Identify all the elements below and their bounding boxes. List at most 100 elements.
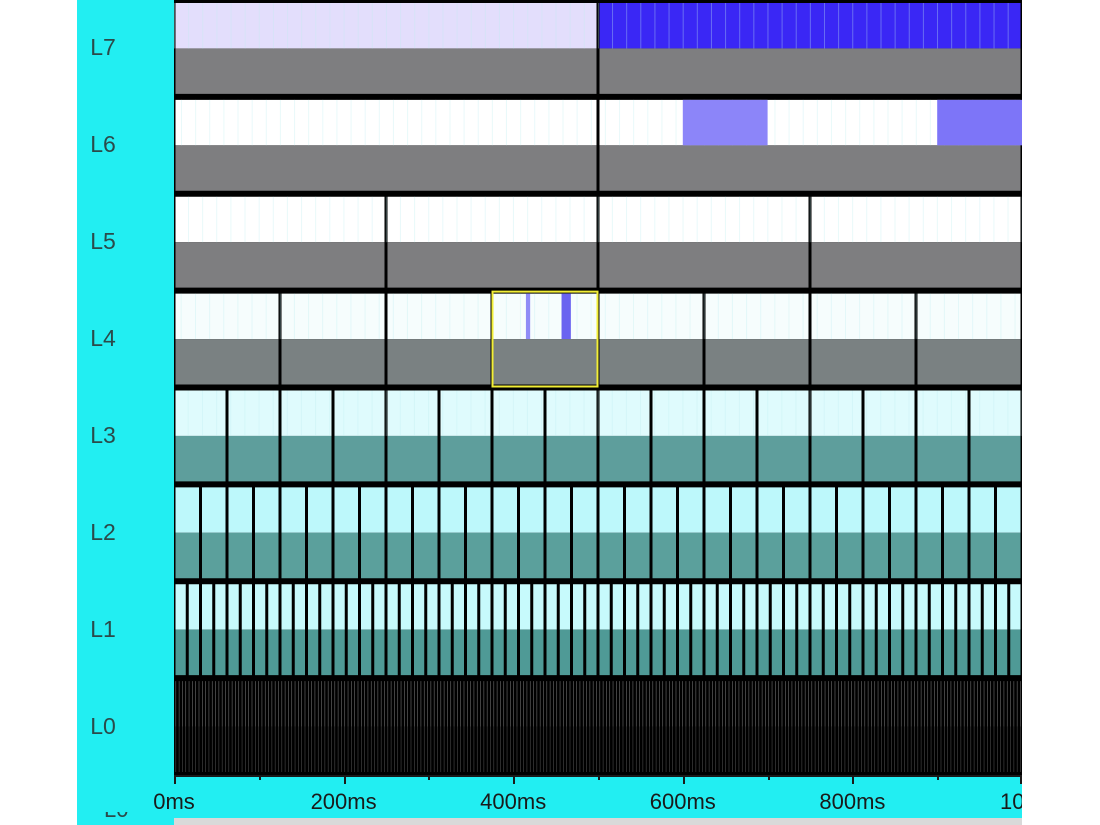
bin-upper[interactable] <box>758 487 783 533</box>
bin-upper[interactable] <box>546 584 557 630</box>
bin-upper[interactable] <box>278 681 279 727</box>
bin-upper[interactable] <box>215 681 216 727</box>
bin-upper[interactable] <box>447 681 448 727</box>
bin-upper[interactable] <box>579 681 581 727</box>
bin-lower[interactable] <box>218 726 220 772</box>
bin-lower[interactable] <box>679 532 703 579</box>
bin-lower[interactable] <box>765 726 766 772</box>
bin-upper[interactable] <box>761 681 763 727</box>
bin-upper[interactable] <box>493 681 495 727</box>
bin-upper[interactable] <box>377 681 379 727</box>
bin-lower[interactable] <box>937 726 938 772</box>
bin-upper[interactable] <box>573 584 584 630</box>
bin-upper[interactable] <box>341 681 342 727</box>
bin-upper[interactable] <box>317 681 319 727</box>
bin-upper[interactable] <box>529 681 531 727</box>
bin-lower[interactable] <box>374 629 385 676</box>
bin-lower[interactable] <box>344 726 346 772</box>
bin-upper[interactable] <box>430 681 432 727</box>
bin-lower[interactable] <box>811 532 836 579</box>
bin-lower[interactable] <box>957 629 968 676</box>
bin-upper[interactable] <box>298 681 299 727</box>
bin-upper[interactable] <box>281 584 292 630</box>
bin-lower[interactable] <box>953 726 955 772</box>
bin-lower[interactable] <box>748 726 750 772</box>
bin-upper[interactable] <box>175 3 597 49</box>
bin-upper[interactable] <box>314 681 316 727</box>
bin-lower[interactable] <box>268 629 279 676</box>
bin-upper[interactable] <box>546 390 597 436</box>
bin-upper[interactable] <box>970 390 1021 436</box>
bin-lower[interactable] <box>347 629 358 676</box>
bin-lower[interactable] <box>950 726 952 772</box>
bin-upper[interactable] <box>255 681 256 727</box>
bin-upper[interactable] <box>291 681 293 727</box>
bin-lower[interactable] <box>602 726 604 772</box>
bin-lower[interactable] <box>387 532 412 579</box>
bin-lower[interactable] <box>215 726 216 772</box>
bin-upper[interactable] <box>248 681 249 727</box>
bin-upper[interactable] <box>423 681 425 727</box>
bin-lower[interactable] <box>947 726 948 772</box>
bin-upper[interactable] <box>211 681 213 727</box>
bin-lower[interactable] <box>589 726 591 772</box>
bin-lower[interactable] <box>712 726 713 772</box>
bin-upper[interactable] <box>539 681 541 727</box>
bin-lower[interactable] <box>983 726 985 772</box>
bin-upper[interactable] <box>334 390 385 436</box>
bin-lower[interactable] <box>1006 726 1008 772</box>
bin-lower[interactable] <box>894 726 895 772</box>
bin-upper[interactable] <box>467 487 491 533</box>
bin-lower[interactable] <box>317 726 319 772</box>
bin-lower[interactable] <box>178 726 180 772</box>
bin-upper[interactable] <box>599 293 703 340</box>
bin-upper[interactable] <box>324 681 326 727</box>
bin-lower[interactable] <box>626 532 650 579</box>
bin-upper[interactable] <box>427 681 428 727</box>
bin-lower[interactable] <box>493 629 504 676</box>
bin-lower[interactable] <box>804 726 806 772</box>
bin-upper[interactable] <box>483 681 485 727</box>
bin-upper[interactable] <box>274 681 276 727</box>
bin-lower[interactable] <box>626 726 627 772</box>
bin-upper[interactable] <box>834 681 836 727</box>
bin-upper[interactable] <box>794 681 796 727</box>
bin-upper[interactable] <box>228 681 230 727</box>
bin-lower[interactable] <box>732 629 743 676</box>
bin-upper[interactable] <box>652 390 703 436</box>
bin-lower[interactable] <box>705 532 730 579</box>
bin-lower[interactable] <box>997 532 1021 579</box>
bin-lower[interactable] <box>622 726 624 772</box>
bin-lower[interactable] <box>997 726 998 772</box>
bin-upper[interactable] <box>652 487 677 533</box>
bin-upper[interactable] <box>718 681 720 727</box>
bin-upper[interactable] <box>861 681 862 727</box>
bin-upper[interactable] <box>857 681 859 727</box>
bin-upper[interactable] <box>589 681 591 727</box>
bin-upper[interactable] <box>374 681 375 727</box>
bin-lower[interactable] <box>311 726 312 772</box>
bin-upper[interactable] <box>970 584 981 630</box>
bin-lower[interactable] <box>758 629 769 676</box>
bin-upper[interactable] <box>503 681 505 727</box>
bin-lower[interactable] <box>669 726 670 772</box>
bin-lower[interactable] <box>891 532 915 579</box>
bin-upper[interactable] <box>559 681 561 727</box>
bin-upper[interactable] <box>785 487 809 533</box>
bin-lower[interactable] <box>500 726 501 772</box>
bin-upper[interactable] <box>533 681 534 727</box>
bin-upper[interactable] <box>718 584 729 630</box>
bin-lower[interactable] <box>980 726 982 772</box>
bin-upper[interactable] <box>679 584 690 630</box>
bin-lower[interactable] <box>831 726 832 772</box>
bin-upper[interactable] <box>639 584 650 630</box>
bin-upper[interactable] <box>400 681 402 727</box>
bin-lower[interactable] <box>692 629 703 676</box>
bin-upper[interactable] <box>536 681 538 727</box>
bin-lower[interactable] <box>794 726 796 772</box>
bin-upper[interactable] <box>175 584 186 630</box>
bin-upper[interactable] <box>725 681 726 727</box>
bin-upper[interactable] <box>255 487 279 533</box>
bin-lower[interactable] <box>940 726 942 772</box>
bin-upper[interactable] <box>655 681 657 727</box>
